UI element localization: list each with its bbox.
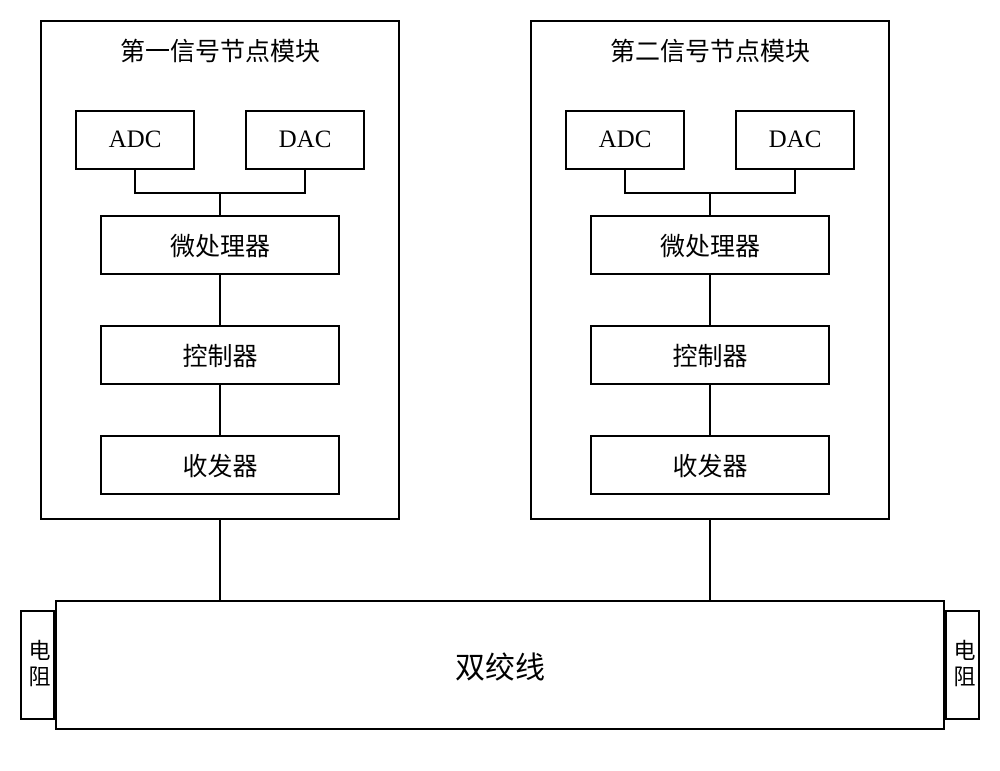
bus-box: 双绞线 bbox=[55, 600, 945, 730]
line-m2-adc-down bbox=[624, 170, 626, 194]
line-m2-dac-down bbox=[794, 170, 796, 194]
module1-txrx: 收发器 bbox=[100, 435, 340, 495]
resistor-left-label: 电阻 bbox=[22, 639, 54, 691]
module2-ctrl-label: 控制器 bbox=[672, 337, 747, 373]
resistor-right: 电阻 bbox=[945, 610, 980, 720]
module1-ctrl: 控制器 bbox=[100, 325, 340, 385]
module1-mpu-label: 微处理器 bbox=[170, 227, 270, 263]
line-m1-ctrl-txrx bbox=[219, 385, 221, 435]
line-m2-to-mpu bbox=[709, 192, 711, 215]
module1-adc: ADC bbox=[75, 110, 195, 170]
line-m1-dac-down bbox=[304, 170, 306, 194]
module2-mpu: 微处理器 bbox=[590, 215, 830, 275]
line-m1-adc-down bbox=[134, 170, 136, 194]
line-m1-mpu-ctrl bbox=[219, 275, 221, 325]
line-m2-ctrl-txrx bbox=[709, 385, 711, 435]
module2-adc-label: ADC bbox=[599, 126, 652, 154]
module2-dac: DAC bbox=[735, 110, 855, 170]
module1-dac: DAC bbox=[245, 110, 365, 170]
diagram-canvas: 第一信号节点模块 ADC DAC 微处理器 控制器 收发器 第二信号节点模块 A… bbox=[0, 0, 1000, 771]
line-m2-mpu-ctrl bbox=[709, 275, 711, 325]
line-m2-to-bus bbox=[709, 520, 711, 600]
bus-label: 双绞线 bbox=[455, 643, 545, 687]
module1-txrx-label: 收发器 bbox=[182, 447, 257, 483]
module1-ctrl-label: 控制器 bbox=[182, 337, 257, 373]
resistor-right-label: 电阻 bbox=[947, 639, 979, 691]
module1-adc-label: ADC bbox=[109, 126, 162, 154]
module1-title: 第一信号节点模块 bbox=[40, 32, 400, 68]
line-m1-to-bus bbox=[219, 520, 221, 600]
module2-mpu-label: 微处理器 bbox=[660, 227, 760, 263]
module1-mpu: 微处理器 bbox=[100, 215, 340, 275]
module2-adc: ADC bbox=[565, 110, 685, 170]
line-m1-to-mpu bbox=[219, 192, 221, 215]
module2-ctrl: 控制器 bbox=[590, 325, 830, 385]
module1-dac-label: DAC bbox=[279, 126, 332, 154]
module2-title: 第二信号节点模块 bbox=[530, 32, 890, 68]
resistor-left: 电阻 bbox=[20, 610, 55, 720]
module2-txrx-label: 收发器 bbox=[672, 447, 747, 483]
module2-txrx: 收发器 bbox=[590, 435, 830, 495]
module2-dac-label: DAC bbox=[769, 126, 822, 154]
